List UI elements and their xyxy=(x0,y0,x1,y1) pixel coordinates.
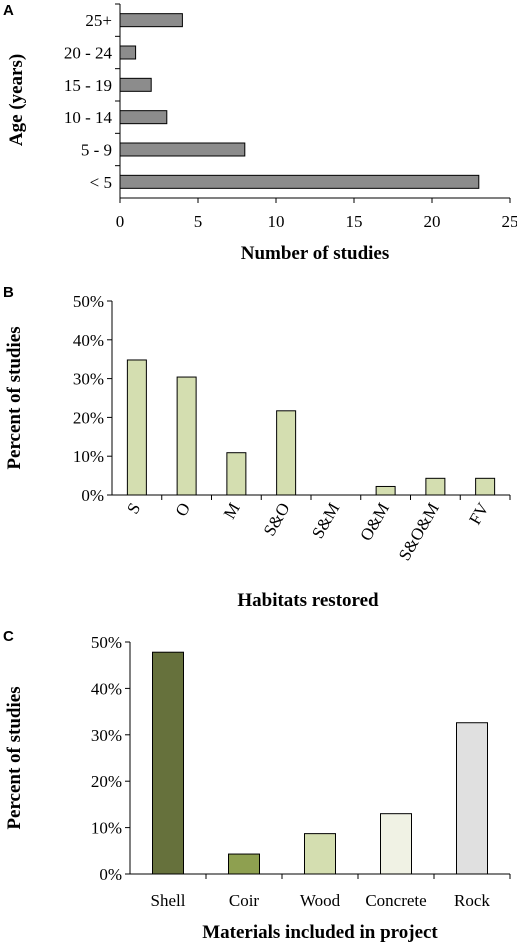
panel-a-bar xyxy=(119,110,168,125)
panel-c-bar xyxy=(228,853,260,875)
panel-b-bar xyxy=(226,452,247,496)
panel-b-category-label: S xyxy=(123,500,144,518)
panel-a-category-label: 10 - 14 xyxy=(64,108,113,127)
panel-a-category-label: < 5 xyxy=(90,173,112,192)
panel-b-y-tick-label: 50% xyxy=(73,292,104,311)
panel-b-y-tick-label: 20% xyxy=(73,408,104,427)
panel-a-x-title: Number of studies xyxy=(241,243,390,264)
panel-c-bar xyxy=(456,722,488,875)
panel-a-bar xyxy=(119,13,183,28)
panel-a-x-tick-label: 10 xyxy=(268,212,285,231)
panel-c-y-tick-label: 50% xyxy=(91,633,122,652)
panel-a-bar xyxy=(119,142,246,157)
panel-a-y-title: Age (years) xyxy=(6,54,27,146)
panel-c-category-label: Shell xyxy=(151,891,186,910)
panel-b-category-label: S&M xyxy=(308,500,343,542)
panel-a-bar xyxy=(119,45,137,60)
panel-b-y-tick-label: 30% xyxy=(73,370,104,389)
panel-c-label: C xyxy=(3,628,14,645)
panel-a-category-label: 25+ xyxy=(85,11,112,30)
panel-c-category-label: Concrete xyxy=(365,891,426,910)
panel-b-category-label: O xyxy=(171,500,194,520)
panel-b: B 0%10%20%30%40%50% S O M S&O S&M O&M S&O&M FV … xyxy=(3,284,511,611)
panel-a-bar xyxy=(119,174,480,189)
panel-a-bar xyxy=(119,77,152,92)
panel-b-y-tick-label: 10% xyxy=(73,447,104,466)
panel-a-category-label: 20 - 24 xyxy=(64,44,113,63)
panel-c-x-title: Materials included in project xyxy=(202,922,438,943)
panel-b-y-tick-label: 40% xyxy=(73,331,104,350)
panel-a: A 0 5 10 15 20 25 25+ 20 - 24 15 - 19 10 - 14 5 -… xyxy=(3,2,517,264)
panel-b-bar xyxy=(375,485,396,496)
panel-c: C 0% 10% 20% 30% 40% 50% Shell Coir Wood Concret… xyxy=(3,628,511,943)
panel-b-label: B xyxy=(3,284,14,301)
panel-c-bar xyxy=(152,651,184,875)
panel-b-y-title: Percent of studies xyxy=(4,326,25,469)
panel-b-bar xyxy=(475,477,496,496)
panel-b-category-label: S&O xyxy=(260,500,294,540)
panel-c-category-label: Rock xyxy=(454,891,490,910)
panel-c-y-tick-label: 30% xyxy=(91,726,122,745)
panel-c-category-label: Coir xyxy=(229,891,260,910)
panel-b-category-label: S&O&M xyxy=(395,500,443,564)
panel-c-y-tick-label: 10% xyxy=(91,819,122,838)
panel-a-label: A xyxy=(3,2,14,19)
panel-a-x-tick-label: 5 xyxy=(194,212,203,231)
panel-a-category-label: 15 - 19 xyxy=(64,76,112,95)
panel-b-y-tick-label: 0% xyxy=(81,486,104,505)
panel-c-category-label: Wood xyxy=(300,891,341,910)
panel-c-y-tick-label: 20% xyxy=(91,772,122,791)
panel-b-category-label: FV xyxy=(465,499,493,528)
panel-b-bar xyxy=(425,477,446,496)
panel-c-bar xyxy=(380,813,412,875)
panel-b-bar xyxy=(126,359,147,496)
panel-c-y-tick-label: 40% xyxy=(91,679,122,698)
panel-a-x-tick-label: 20 xyxy=(424,212,441,231)
panel-b-bar xyxy=(276,410,297,496)
panel-a-category-label: 5 - 9 xyxy=(81,141,112,160)
panel-b-x-title: Habitats restored xyxy=(237,590,379,611)
panel-c-y-title: Percent of studies xyxy=(4,686,25,829)
panel-b-category-label: M xyxy=(220,500,244,523)
panel-c-bar xyxy=(304,833,336,875)
panel-b-category-label: O&M xyxy=(356,500,393,545)
panel-c-y-tick-label: 0% xyxy=(99,865,122,884)
panel-a-x-tick-label: 0 xyxy=(116,212,125,231)
panel-b-bar xyxy=(176,376,197,496)
panel-a-x-tick-label: 25 xyxy=(502,212,517,231)
panel-a-x-tick-label: 15 xyxy=(346,212,363,231)
